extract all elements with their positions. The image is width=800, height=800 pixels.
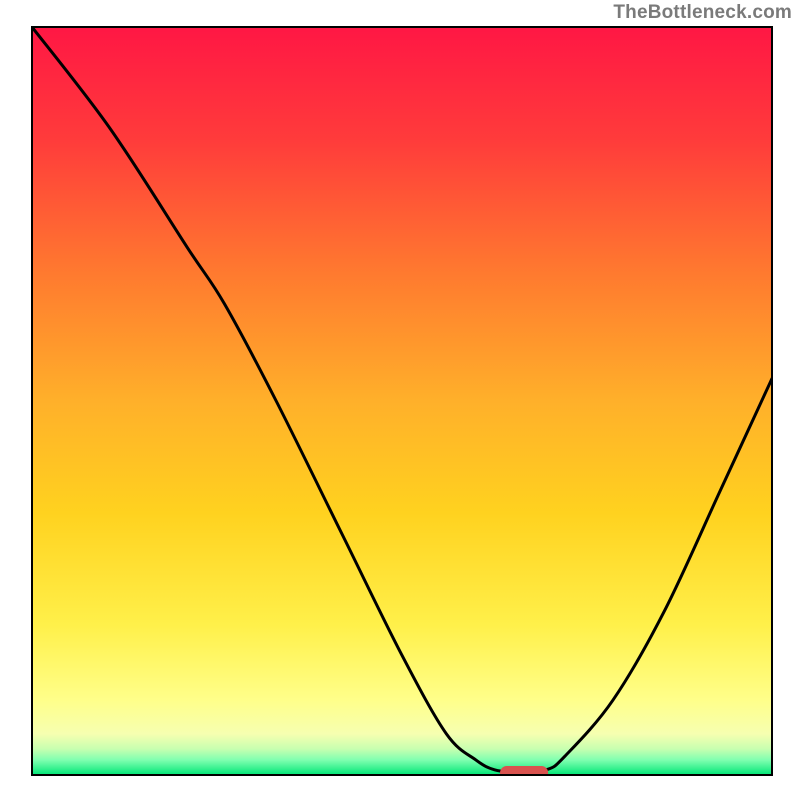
plot-area (32, 27, 772, 779)
chart-canvas: { "watermark": { "text": "TheBottleneck.… (0, 0, 800, 800)
gradient-background (32, 27, 772, 775)
chart-svg (0, 0, 800, 800)
watermark-text: TheBottleneck.com (613, 2, 792, 24)
